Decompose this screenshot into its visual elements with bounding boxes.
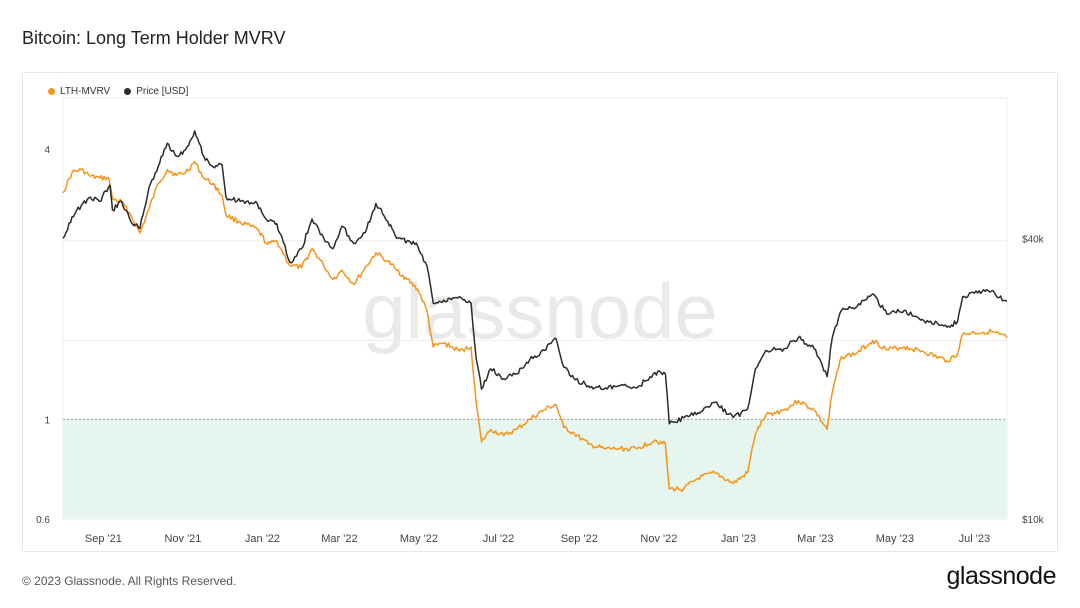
y-left-tick-label: 4: [44, 145, 50, 156]
x-tick-label: Nov '21: [164, 533, 201, 545]
legend-swatch-lth-mvrv: [48, 88, 55, 95]
series-line-price: [62, 130, 1008, 425]
x-tick-label: May '22: [400, 533, 438, 545]
page-title: Bitcoin: Long Term Holder MVRV: [22, 28, 286, 48]
x-tick-label: Mar '23: [797, 533, 833, 545]
legend-item-lth-mvrv[interactable]: LTH-MVRV: [48, 86, 110, 97]
legend-label-price: Price [USD]: [136, 86, 189, 97]
x-tick-label: Jul '23: [959, 533, 990, 545]
x-tick-label: Mar '22: [321, 533, 357, 545]
undervalued-band: [63, 419, 1007, 519]
y-left-tick-label: 0.6: [36, 515, 50, 526]
brand-logo[interactable]: glassnode: [946, 562, 1057, 590]
x-tick-label: Jan '23: [721, 533, 756, 545]
y-right-tick-label: $10k: [1022, 515, 1045, 526]
x-tick-label: Jan '22: [245, 533, 280, 545]
copyright-footer: © 2023 Glassnode. All Rights Reserved.: [22, 574, 237, 588]
x-tick-label: Nov '22: [640, 533, 677, 545]
legend-item-price[interactable]: Price [USD]: [124, 86, 188, 97]
y-right-tick-label: $40k: [1022, 234, 1045, 245]
watermark-text: glassnode: [362, 267, 718, 355]
legend-label-lth-mvrv: LTH-MVRV: [60, 86, 111, 97]
x-tick-label: Jul '22: [483, 533, 514, 545]
x-tick-label: Sep '22: [561, 533, 598, 545]
series-line-lth-mvrv: [62, 160, 1008, 493]
legend-swatch-price: [124, 88, 132, 95]
x-tick-label: May '23: [876, 533, 914, 545]
x-tick-label: Sep '21: [85, 533, 122, 545]
chart-legend: LTH-MVRV Price [USD]: [48, 86, 188, 97]
y-left-tick-label: 1: [44, 415, 50, 426]
